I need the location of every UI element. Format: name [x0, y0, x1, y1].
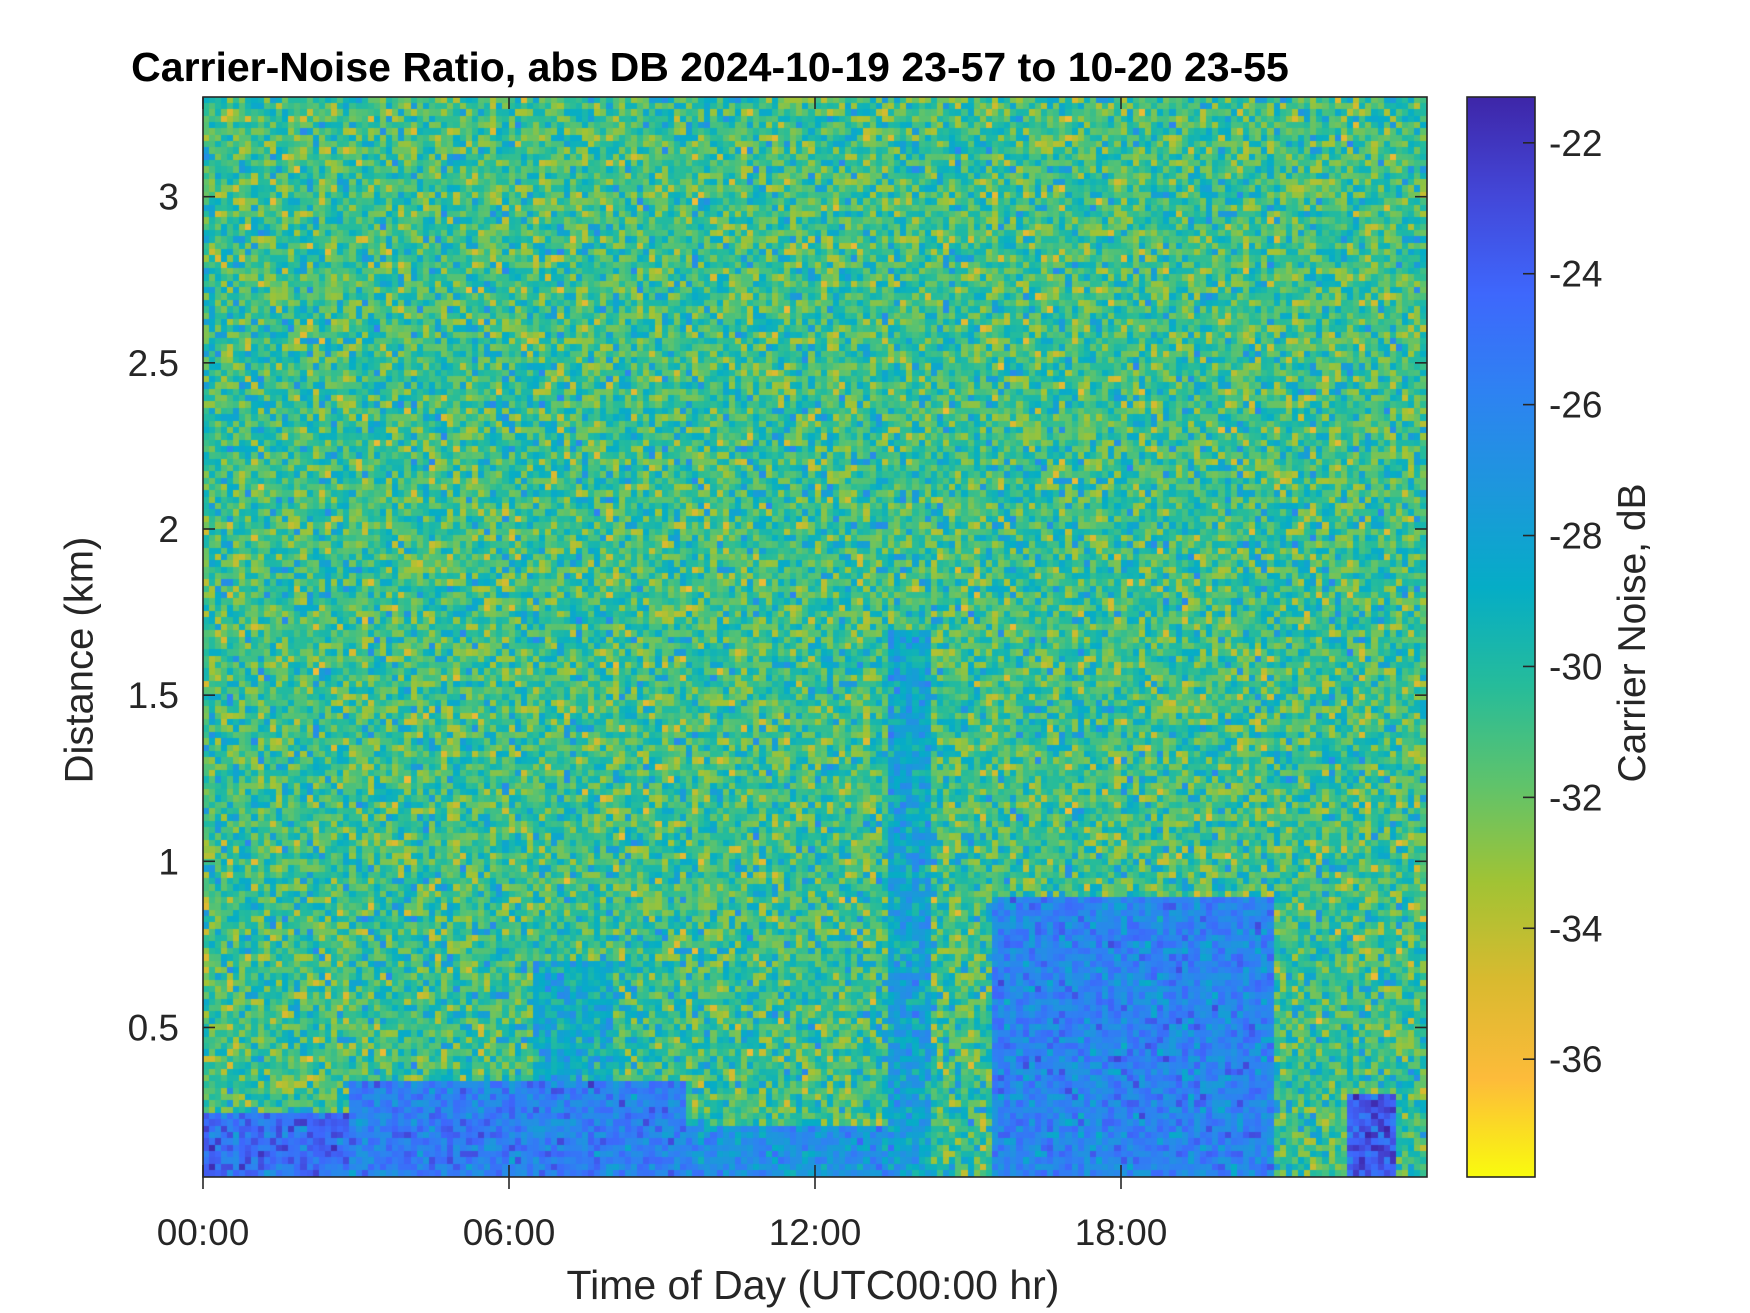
y-tick-label: 1	[158, 841, 179, 882]
colorbar-tick-label: -36	[1549, 1039, 1602, 1080]
x-tick-label: 12:00	[769, 1212, 862, 1253]
heatmap-image	[203, 97, 1427, 1177]
y-tick-label: 3	[158, 177, 179, 218]
colorbar	[1466, 96, 1536, 1178]
colorbar-tick-label: -24	[1549, 254, 1602, 295]
colorbar-tick-label: -26	[1549, 385, 1602, 426]
x-tick-label: 18:00	[1075, 1212, 1168, 1253]
x-tick-label: 00:00	[157, 1212, 250, 1253]
colorbar-tick-label: -28	[1549, 516, 1602, 557]
colorbar-tick-label: -22	[1549, 123, 1602, 164]
y-tick-label: 2	[158, 509, 179, 550]
y-tick-label: 0.5	[128, 1007, 179, 1048]
chart-title: Carrier-Noise Ratio, abs DB 2024-10-19 2…	[131, 44, 1289, 90]
colorbar-tick-label: -32	[1549, 777, 1602, 818]
x-axis-label: Time of Day (UTC00:00 hr)	[566, 1262, 1060, 1308]
x-tick-label: 06:00	[463, 1212, 556, 1253]
y-tick-label: 2.5	[128, 343, 179, 384]
colorbar-tick-label: -30	[1549, 646, 1602, 687]
y-tick-label: 1.5	[128, 675, 179, 716]
colorbar-tick-label: -34	[1549, 908, 1602, 949]
